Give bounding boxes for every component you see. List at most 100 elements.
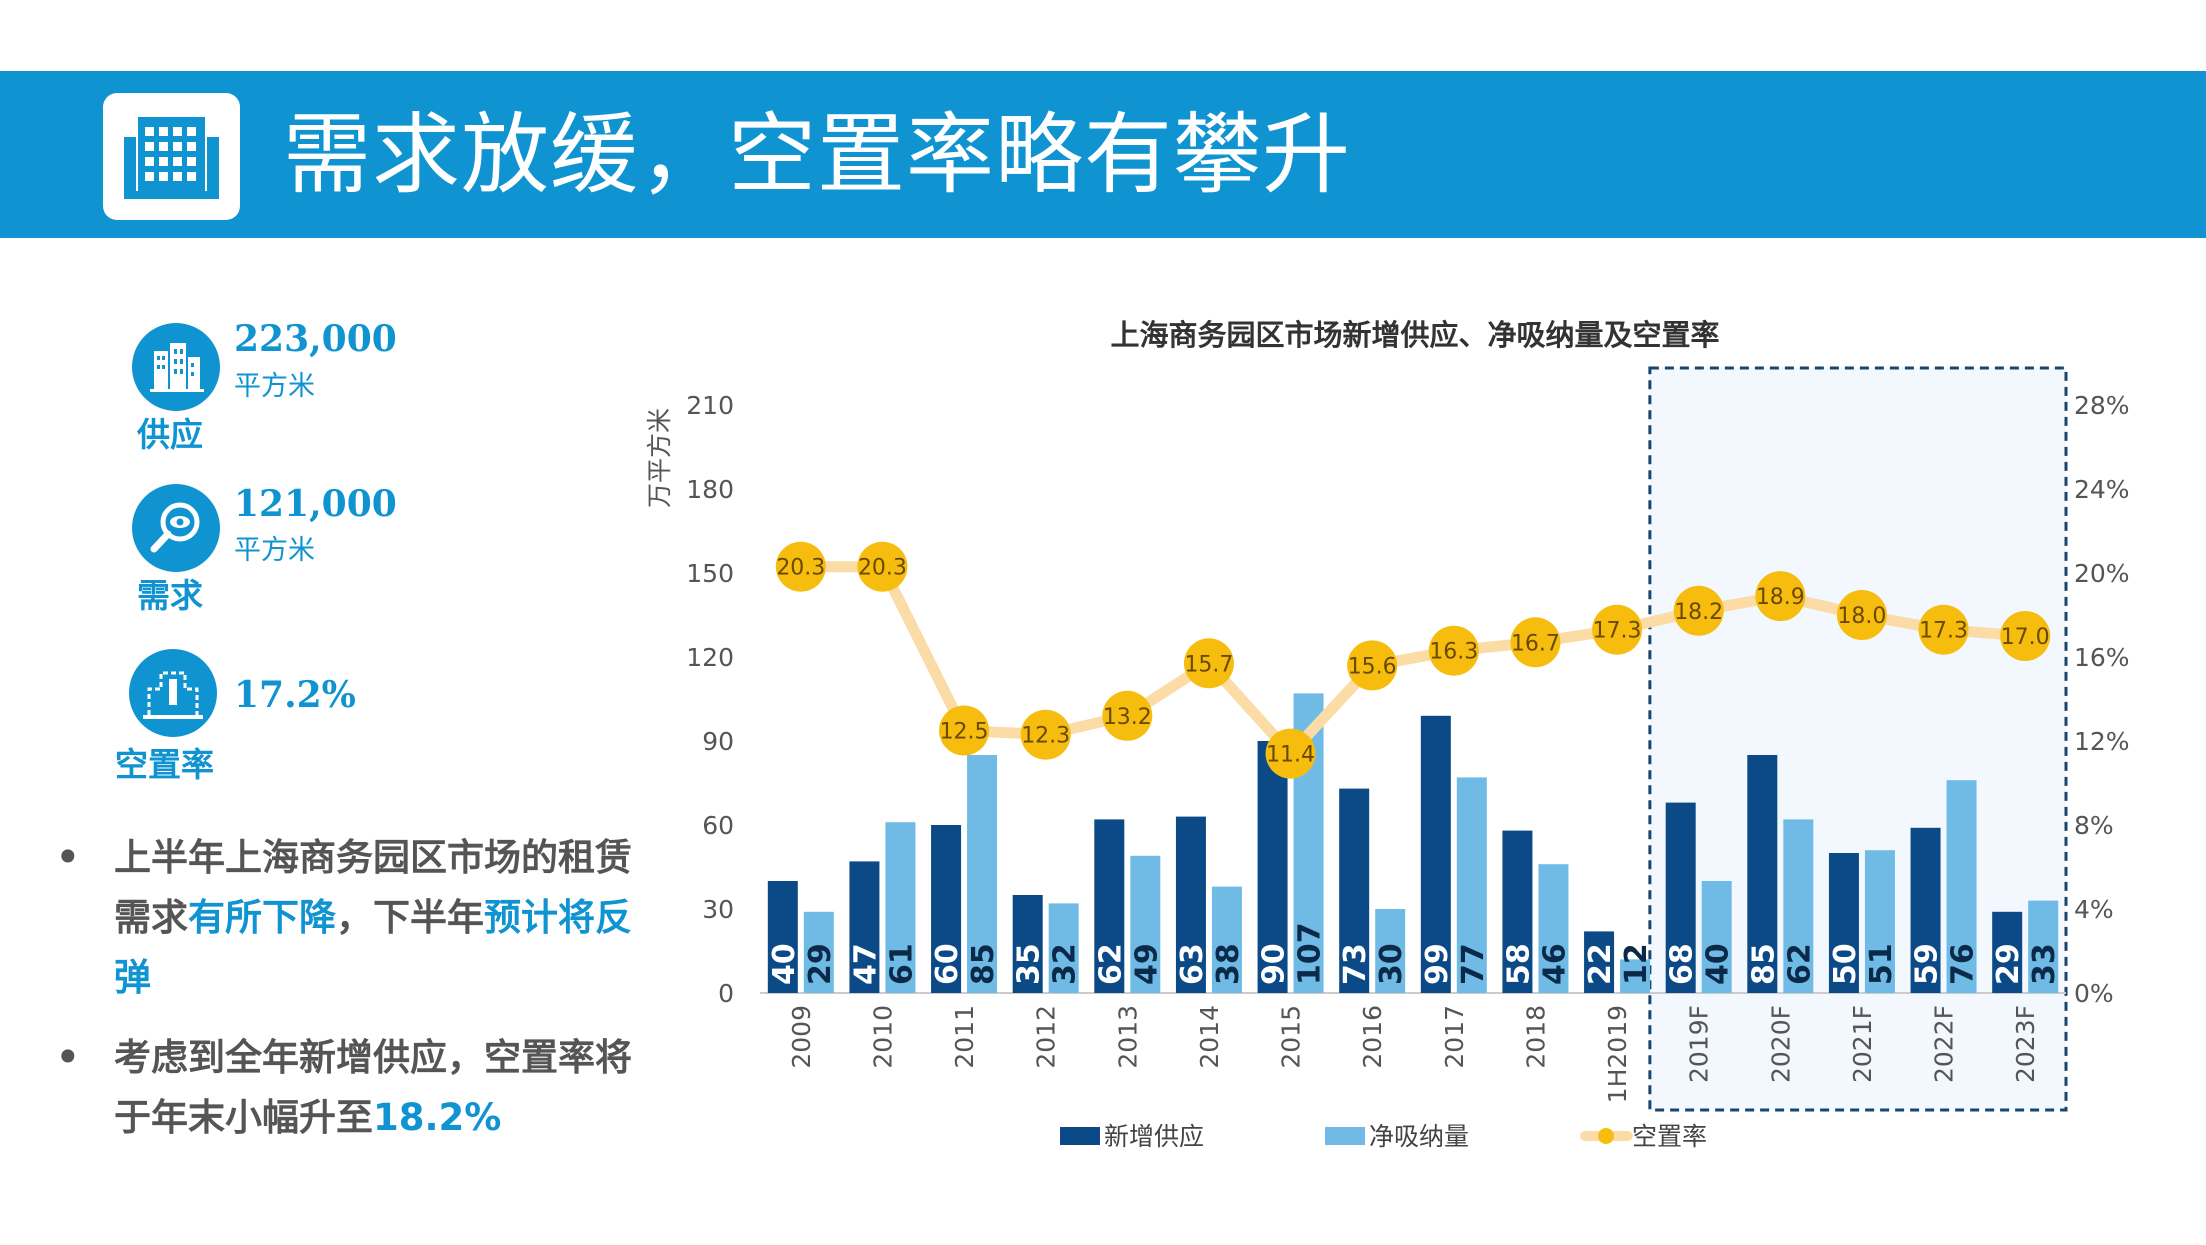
y2-tick-label: 8% bbox=[2074, 811, 2114, 840]
bar-absorption bbox=[1375, 909, 1406, 993]
bar-absorption bbox=[2028, 900, 2059, 993]
bullet-highlight: 预计将反弹 bbox=[114, 896, 632, 999]
vacancy-point bbox=[775, 541, 826, 592]
bar-supply-label: 73 bbox=[1338, 943, 1373, 985]
vacancy-label: 11.4 bbox=[1266, 743, 1315, 768]
y2-tick-label: 4% bbox=[2074, 895, 2114, 924]
bar-absorption-label: 49 bbox=[1129, 943, 1164, 985]
vacancy-point bbox=[939, 705, 990, 756]
kpi-supply-label: 供应 bbox=[137, 415, 203, 454]
bar-supply-label: 90 bbox=[1257, 943, 1292, 985]
x-tick-label: 2013 bbox=[1113, 1005, 1142, 1069]
bar-supply-label: 62 bbox=[1093, 943, 1128, 985]
y2-tick-label: 20% bbox=[2074, 559, 2130, 588]
vacancy-point bbox=[1428, 625, 1479, 676]
bullet-list: • 上半年上海商务园区市场的租赁需求有所下降，下半年预计将反弹 • 考虑到全年新… bbox=[52, 828, 652, 1168]
x-tick-label: 2021F bbox=[1848, 1005, 1877, 1083]
kpi-vacancy-icon-circle bbox=[129, 649, 217, 737]
y-tick-label: 0 bbox=[718, 979, 734, 1008]
bar-absorption-label: 76 bbox=[1946, 943, 1981, 985]
y-tick-label: 150 bbox=[686, 559, 734, 588]
bar-absorption bbox=[1048, 903, 1079, 993]
x-tick-label: 2010 bbox=[868, 1005, 897, 1069]
bar-absorption-label: 29 bbox=[803, 943, 838, 985]
y-tick-label: 30 bbox=[702, 895, 734, 924]
vacancy-label: 12.5 bbox=[940, 720, 989, 745]
bar-absorption-label: 33 bbox=[2027, 943, 2062, 985]
y2-tick-label: 16% bbox=[2074, 643, 2130, 672]
y-tick-label: 180 bbox=[686, 475, 734, 504]
vacancy-label: 20.3 bbox=[858, 556, 907, 581]
legend-swatch-vacancy-marker bbox=[1598, 1128, 1614, 1144]
bullet-highlight: 有所下降 bbox=[188, 896, 336, 939]
bar-supply-label: 22 bbox=[1583, 943, 1618, 985]
bar-absorption bbox=[1946, 780, 1977, 993]
kpi-vacancy-label: 空置率 bbox=[115, 745, 214, 784]
y-axis-label: 万平方米 bbox=[645, 408, 674, 508]
legend-swatch-supply bbox=[1060, 1127, 1100, 1145]
bar-supply-label: 85 bbox=[1746, 943, 1781, 985]
vacancy-point bbox=[1755, 571, 1806, 622]
kpi-supply-value: 223,000 bbox=[234, 318, 397, 360]
vacancy-label: 15.7 bbox=[1184, 652, 1233, 677]
vacancy-label: 12.3 bbox=[1021, 724, 1070, 749]
bar-supply bbox=[849, 861, 880, 993]
vacancy-point bbox=[857, 541, 908, 592]
bar-supply bbox=[1012, 895, 1043, 993]
bar-supply bbox=[1747, 755, 1778, 993]
bar-supply-label: 47 bbox=[848, 943, 883, 985]
chart-title: 上海商务园区市场新增供应、净吸纳量及空置率 bbox=[1110, 318, 1719, 352]
bar-supply bbox=[1910, 827, 1941, 993]
bar-supply bbox=[1420, 715, 1451, 993]
x-tick-label: 2022F bbox=[1930, 1005, 1959, 1083]
bar-supply bbox=[1828, 853, 1859, 993]
bar-absorption-label: 46 bbox=[1537, 943, 1572, 985]
bar-supply-label: 58 bbox=[1501, 943, 1536, 985]
vacancy-point bbox=[1673, 585, 1724, 636]
vacancy-label: 16.7 bbox=[1511, 631, 1560, 656]
vacancy-point bbox=[1183, 638, 1234, 689]
bar-supply bbox=[1502, 830, 1533, 993]
legend-swatch-absorption bbox=[1325, 1127, 1365, 1145]
bar-supply-label: 59 bbox=[1910, 943, 1945, 985]
bar-absorption-label: 30 bbox=[1374, 943, 1409, 985]
kpi-demand-label: 需求 bbox=[137, 576, 203, 615]
bar-supply bbox=[931, 825, 962, 993]
bar-supply bbox=[1339, 788, 1370, 993]
vacancy-point bbox=[1102, 690, 1153, 741]
kpi-demand-unit: 平方米 bbox=[234, 535, 315, 566]
bar-supply bbox=[1665, 802, 1696, 993]
vacancy-label: 16.3 bbox=[1429, 640, 1478, 665]
vacancy-point bbox=[2000, 611, 2051, 661]
bar-supply-label: 35 bbox=[1012, 943, 1047, 985]
vacancy-label: 13.2 bbox=[1103, 705, 1152, 730]
bar-absorption bbox=[1701, 881, 1732, 993]
bar-supply-label: 29 bbox=[1991, 943, 2026, 985]
bar-absorption bbox=[1538, 864, 1569, 993]
kpi-supply-icon-circle bbox=[132, 323, 220, 411]
bar-absorption-label: 61 bbox=[884, 943, 919, 985]
legend-label-supply: 新增供应 bbox=[1104, 1122, 1204, 1151]
vacancy-point bbox=[1592, 604, 1643, 655]
vacancy-line bbox=[795, 561, 2031, 760]
legend-label-absorption: 净吸纳量 bbox=[1369, 1122, 1469, 1151]
bar-supply-label: 68 bbox=[1665, 943, 1700, 985]
bar-absorption bbox=[1864, 850, 1895, 993]
y2-tick-label: 28% bbox=[2074, 391, 2130, 420]
legend-label-vacancy: 空置率 bbox=[1632, 1122, 1707, 1151]
bullet-text: 上半年上海商务园区市场的租赁需求 bbox=[114, 836, 632, 939]
bar-absorption bbox=[885, 822, 916, 993]
bullet-text: ，下半年 bbox=[336, 896, 484, 939]
x-tick-label: 2016 bbox=[1358, 1005, 1387, 1069]
bullet-text: 考虑到全年新增供应，空置率将于年末小幅升至 bbox=[114, 1036, 632, 1139]
bar-absorption-label: 32 bbox=[1048, 943, 1083, 985]
vacancy-label: 15.6 bbox=[1348, 654, 1397, 679]
x-tick-label: 2023F bbox=[2011, 1005, 2040, 1083]
vacancy-point bbox=[1918, 604, 1969, 655]
magnifier-eye-icon bbox=[150, 502, 200, 553]
bar-supply bbox=[1175, 816, 1206, 993]
y-tick-label: 90 bbox=[702, 727, 734, 756]
bar-absorption bbox=[1783, 819, 1814, 993]
bar-supply-label: 50 bbox=[1828, 943, 1863, 985]
